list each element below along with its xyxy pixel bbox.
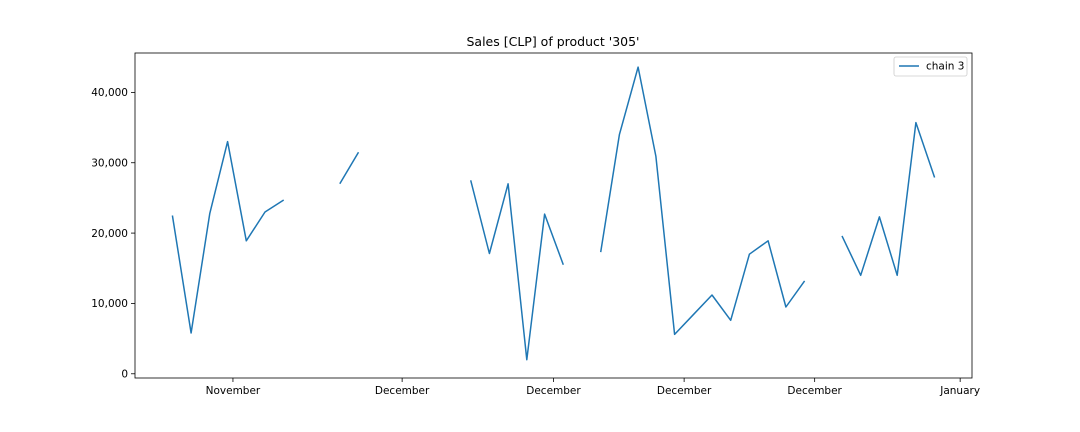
chart-title: Sales [CLP] of product '305' [466, 34, 639, 49]
x-axis: November December December December December… [206, 378, 980, 397]
series-line-segment [599, 66, 806, 336]
plot-frame [134, 52, 973, 379]
series-line-segment [171, 140, 285, 334]
x-tick-label: January [939, 385, 980, 397]
y-tick-label: 20,000 [91, 228, 128, 240]
series-layer [171, 66, 936, 361]
legend-box [893, 56, 968, 77]
x-tick-label: December [526, 385, 581, 397]
series-line-segment [841, 121, 936, 277]
plot-area [134, 52, 973, 379]
x-tick-label: December [657, 385, 712, 397]
legend: chain 3 [893, 56, 968, 77]
x-tick-label: December [375, 385, 430, 397]
y-tick-label: 30,000 [91, 158, 128, 170]
series-line-segment [339, 151, 360, 185]
series-line-segment [469, 180, 565, 361]
legend-label: chain 3 [926, 61, 964, 73]
y-tick-label: 10,000 [91, 298, 128, 310]
y-axis: 0 10,000 20,000 30,000 40,000 [91, 87, 135, 381]
x-tick-label: December [787, 385, 842, 397]
y-tick-label: 40,000 [91, 87, 128, 99]
x-tick-label: November [206, 385, 261, 397]
y-tick-label: 0 [121, 369, 128, 381]
